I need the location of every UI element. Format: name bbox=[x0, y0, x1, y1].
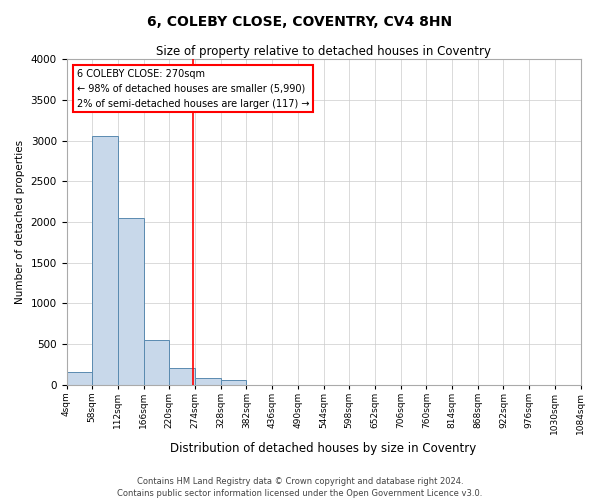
X-axis label: Distribution of detached houses by size in Coventry: Distribution of detached houses by size … bbox=[170, 442, 476, 455]
Title: Size of property relative to detached houses in Coventry: Size of property relative to detached ho… bbox=[156, 45, 491, 58]
Y-axis label: Number of detached properties: Number of detached properties bbox=[15, 140, 25, 304]
Bar bbox=[169, 368, 195, 384]
Bar bbox=[118, 218, 143, 384]
Text: 6, COLEBY CLOSE, COVENTRY, CV4 8HN: 6, COLEBY CLOSE, COVENTRY, CV4 8HN bbox=[148, 15, 452, 29]
Bar bbox=[221, 380, 247, 384]
Bar bbox=[195, 378, 221, 384]
Text: 6 COLEBY CLOSE: 270sqm
← 98% of detached houses are smaller (5,990)
2% of semi-d: 6 COLEBY CLOSE: 270sqm ← 98% of detached… bbox=[77, 69, 310, 108]
Bar bbox=[143, 340, 169, 384]
Bar bbox=[92, 136, 118, 384]
Bar bbox=[67, 372, 92, 384]
Text: Contains HM Land Registry data © Crown copyright and database right 2024.
Contai: Contains HM Land Registry data © Crown c… bbox=[118, 476, 482, 498]
